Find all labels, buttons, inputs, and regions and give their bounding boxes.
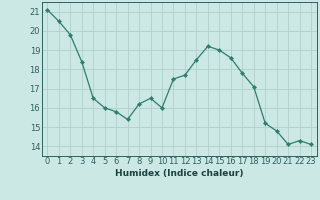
- X-axis label: Humidex (Indice chaleur): Humidex (Indice chaleur): [115, 169, 244, 178]
